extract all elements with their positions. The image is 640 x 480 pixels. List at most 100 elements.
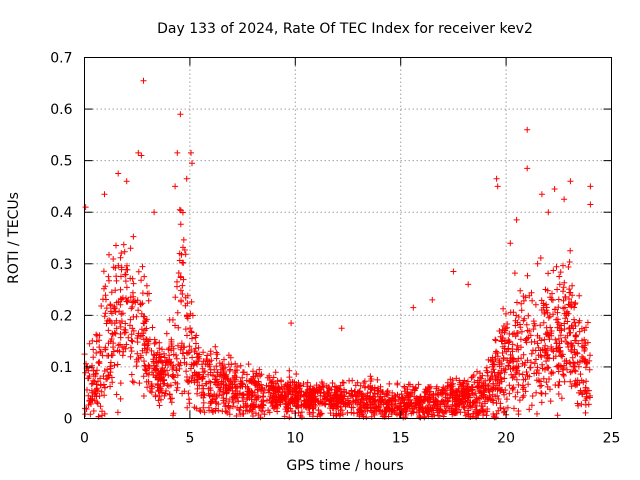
- data-point: [439, 386, 445, 393]
- data-point: [568, 383, 575, 390]
- data-point: [175, 270, 182, 276]
- data-point: [183, 368, 190, 375]
- data-point: [465, 407, 471, 414]
- data-point: [200, 399, 207, 406]
- data-point: [500, 305, 507, 312]
- data-point: [302, 400, 309, 407]
- data-point: [217, 386, 224, 393]
- data-point: [323, 382, 330, 389]
- data-point: [429, 404, 436, 411]
- data-point: [103, 305, 110, 312]
- data-point: [338, 325, 345, 332]
- y-tick-label: 0.7: [50, 51, 72, 67]
- data-point: [494, 183, 501, 190]
- data-point: [180, 236, 187, 243]
- data-point: [148, 381, 155, 387]
- data-point: [323, 396, 330, 403]
- data-point: [567, 302, 574, 309]
- data-point: [505, 362, 512, 369]
- data-point: [473, 403, 480, 409]
- data-point: [82, 204, 89, 211]
- data-point: [173, 387, 180, 394]
- data-point: [369, 409, 375, 416]
- data-point: [184, 332, 190, 339]
- data-point: [505, 345, 512, 352]
- data-point: [237, 362, 244, 369]
- data-point: [534, 410, 540, 417]
- data-point: [110, 344, 116, 351]
- data-point: [113, 317, 120, 324]
- data-point: [436, 412, 443, 419]
- data-point: [317, 412, 324, 418]
- data-point: [174, 309, 181, 316]
- data-point: [349, 392, 356, 399]
- data-point: [361, 378, 368, 385]
- data-point: [528, 350, 535, 357]
- data-point: [493, 175, 500, 182]
- data-point: [462, 412, 469, 419]
- data-point: [554, 412, 561, 419]
- data-point: [514, 299, 520, 306]
- data-point: [220, 400, 227, 406]
- data-point: [111, 362, 118, 369]
- data-point: [517, 287, 524, 294]
- data-point: [394, 380, 401, 387]
- data-point: [105, 273, 112, 280]
- data-point: [456, 401, 463, 408]
- data-point: [364, 408, 371, 414]
- data-point: [572, 377, 579, 384]
- data-point: [558, 395, 565, 402]
- data-point: [398, 391, 405, 397]
- data-point: [201, 392, 208, 399]
- data-point: [139, 290, 146, 297]
- data-point: [156, 393, 163, 400]
- data-point: [110, 256, 117, 262]
- data-point: [168, 343, 175, 350]
- data-point: [500, 354, 507, 361]
- data-point: [383, 391, 390, 398]
- data-point: [496, 357, 503, 364]
- data-point: [222, 403, 229, 410]
- data-point: [430, 407, 437, 414]
- data-point: [228, 361, 235, 368]
- data-point: [571, 360, 578, 367]
- data-point: [122, 320, 129, 327]
- data-point: [107, 369, 114, 376]
- data-point: [334, 385, 341, 392]
- data-point: [560, 372, 567, 379]
- data-point: [211, 378, 218, 385]
- data-point: [513, 330, 520, 337]
- data-point: [549, 290, 555, 297]
- data-point: [102, 346, 109, 353]
- data-point: [121, 248, 128, 255]
- data-point: [506, 338, 513, 345]
- data-point: [474, 409, 481, 416]
- data-point: [587, 392, 594, 399]
- data-point: [164, 358, 171, 365]
- data-point: [578, 325, 585, 332]
- data-point: [488, 396, 495, 403]
- data-point: [117, 395, 124, 402]
- data-point: [181, 355, 188, 362]
- data-point: [557, 332, 564, 339]
- y-tick-label: 0: [64, 412, 73, 428]
- data-point: [184, 374, 190, 380]
- data-point: [105, 352, 112, 359]
- data-point: [538, 399, 545, 406]
- data-point: [229, 387, 236, 394]
- data-point: [492, 337, 499, 344]
- data-point: [173, 355, 180, 362]
- data-point: [363, 414, 370, 421]
- data-point: [583, 393, 590, 400]
- data-point: [509, 374, 516, 381]
- data-point: [224, 376, 231, 382]
- chart-title: Day 133 of 2024, Rate Of TEC Index for r…: [157, 21, 533, 37]
- data-point: [106, 317, 113, 324]
- data-point: [537, 322, 544, 329]
- data-point: [350, 410, 357, 417]
- data-point: [559, 353, 566, 360]
- data-point: [212, 399, 219, 405]
- data-point: [244, 394, 251, 401]
- data-point: [118, 250, 125, 257]
